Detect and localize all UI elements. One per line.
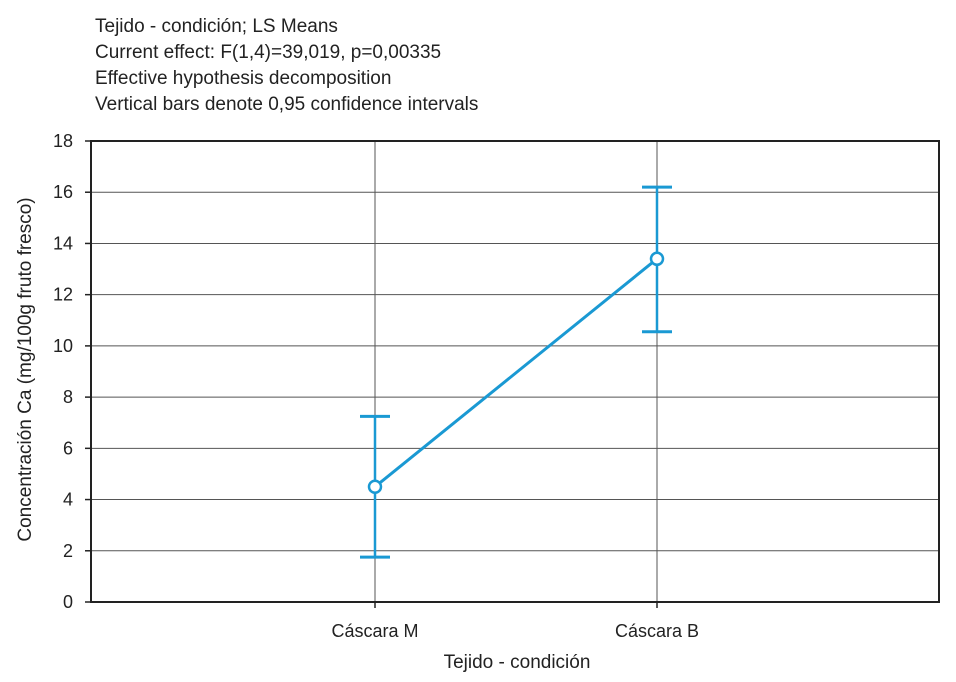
series [360,185,672,559]
series-line [374,257,658,488]
y-tick-label: 12 [53,285,73,305]
title-line-1: Tejido - condición; LS Means [95,16,338,37]
y-axis-title: Concentración Ca (mg/100g fruto fresco) [15,197,36,541]
title-line-3: Effective hypothesis decomposition [95,68,392,89]
x-axis-ticks: Cáscara M Cáscara B [331,602,699,641]
title-line-2: Current effect: F(1,4)=39,019, p=0,00335 [95,42,442,63]
y-tick-label: 16 [53,182,73,202]
y-tick-label: 18 [53,131,73,151]
chart-title: Tejido - condición; LS Means Current eff… [95,14,478,118]
y-tick-label: 10 [53,336,73,356]
y-axis-ticks: 0 2 4 6 8 10 12 14 16 18 [53,131,91,612]
y-tick-label: 0 [63,592,73,612]
y-tick-label: 4 [63,490,73,510]
data-point [649,251,665,267]
x-axis-title: Tejido - condición [444,652,591,673]
x-tick-label: Cáscara B [615,621,699,641]
grid [91,141,939,602]
y-tick-label: 8 [63,387,73,407]
y-tick-label: 14 [53,233,73,253]
plot-frame [90,140,940,603]
x-tick-label: Cáscara M [331,621,418,641]
title-line-4: Vertical bars denote 0,95 confidence int… [95,94,479,115]
y-tick-label: 6 [63,438,73,458]
data-point [367,479,383,494]
y-tick-label: 2 [63,541,73,561]
